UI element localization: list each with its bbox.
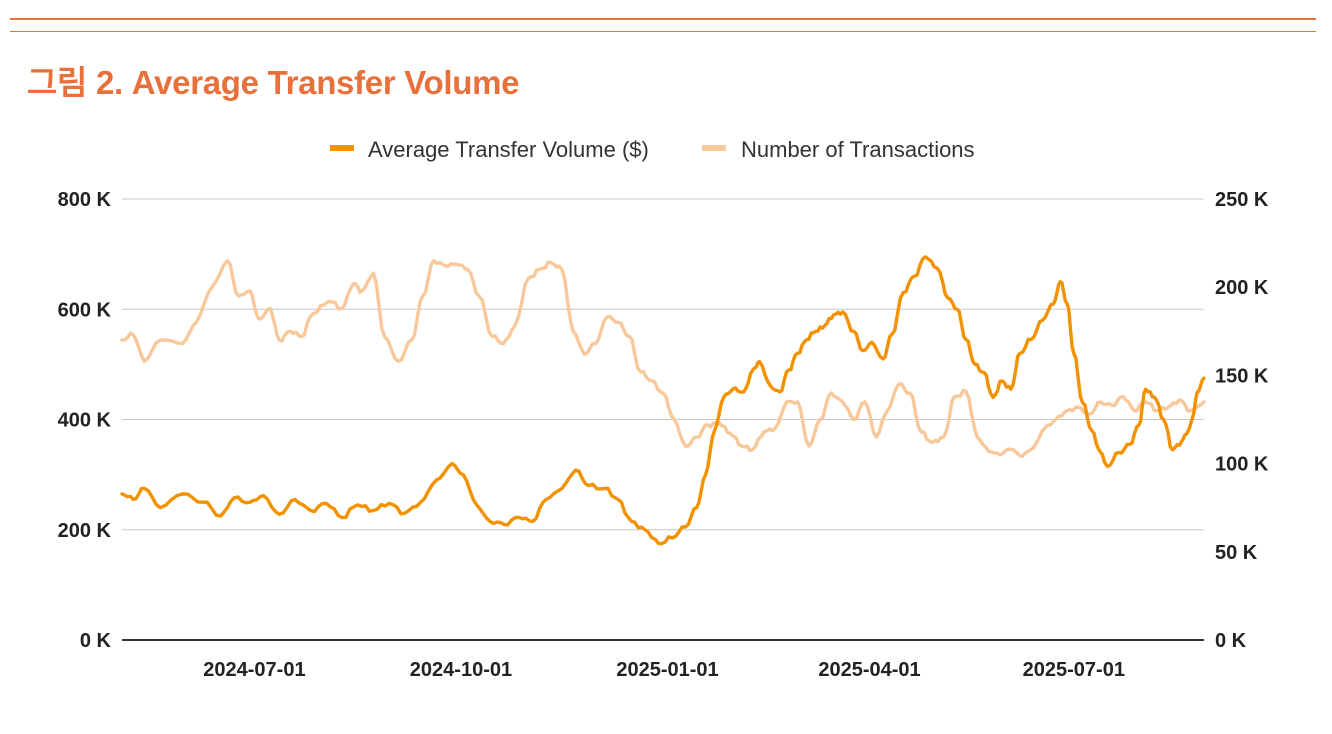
legend-label-transactions: Number of Transactions <box>741 137 975 162</box>
y-left-tick-label: 400 K <box>58 410 112 432</box>
y-right-tick-label: 0 K <box>1215 630 1247 652</box>
y-left-tick-label: 800 K <box>58 189 112 211</box>
legend-swatch-transactions <box>702 145 726 151</box>
y-left-tick-label: 600 K <box>58 299 112 321</box>
y-left-tick-label: 200 K <box>58 520 112 542</box>
y-right-tick-label: 50 K <box>1215 542 1258 564</box>
x-tick-label: 2024-10-01 <box>410 659 512 681</box>
y-right-tick-label: 100 K <box>1215 454 1269 476</box>
series-line-number-of-transactions <box>120 259 1206 459</box>
legend-label-volume: Average Transfer Volume ($) <box>368 137 649 162</box>
x-tick-label: 2025-07-01 <box>1023 659 1125 681</box>
x-tick-label: 2025-04-01 <box>818 659 920 681</box>
y-right-tick-label: 200 K <box>1215 277 1269 299</box>
legend-swatch-volume <box>330 145 354 151</box>
y-right-tick-label: 250 K <box>1215 189 1269 211</box>
x-tick-label: 2025-01-01 <box>616 659 718 681</box>
y-left-tick-label: 0 K <box>80 630 112 652</box>
y-right-tick-label: 150 K <box>1215 365 1269 387</box>
bottom-rule <box>10 31 1316 32</box>
x-tick-label: 2024-07-01 <box>203 659 305 681</box>
series-line-average-transfer-volume <box>120 255 1206 546</box>
top-rule <box>10 18 1316 20</box>
legend: Average Transfer Volume ($) Number of Tr… <box>330 137 975 162</box>
figure-title: 그림 2. Average Transfer Volume <box>27 64 520 101</box>
